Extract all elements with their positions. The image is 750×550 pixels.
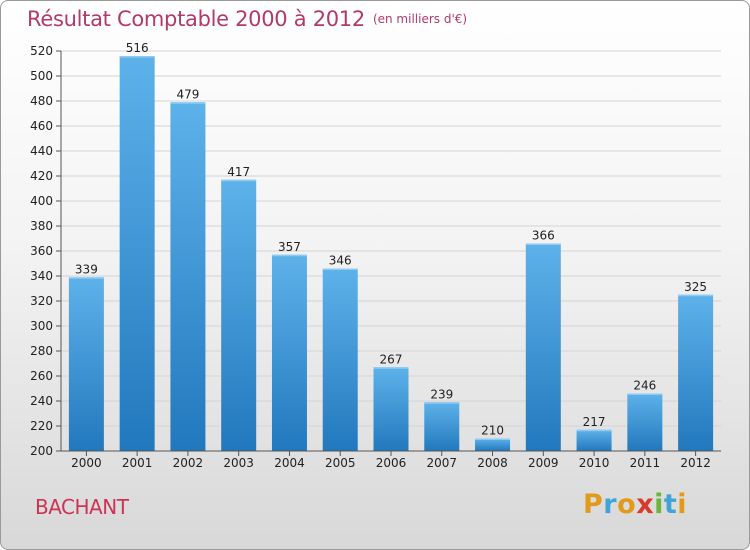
y-tick-label: 520 [30, 44, 53, 58]
logo-letter: i [677, 489, 688, 520]
bar-2000 [68, 277, 104, 451]
data-label-2002: 479 [176, 87, 199, 101]
logo-letter: x [636, 489, 655, 520]
data-label-2005: 346 [329, 254, 352, 268]
x-tick-label-2012: 2012 [680, 456, 711, 470]
data-label-2003: 417 [227, 165, 250, 179]
y-tick-label: 480 [30, 94, 53, 108]
bar-2008 [475, 438, 511, 451]
x-tick-label-2006: 2006 [376, 456, 407, 470]
chart-title-text: Résultat Comptable 2000 à 2012 [27, 7, 365, 31]
x-tick-label-2005: 2005 [325, 456, 356, 470]
logo-letter: o [617, 489, 637, 520]
data-labels: 339 516 479 417 357 346 267 239 210 366 217 246 325 [75, 41, 707, 438]
bar-top-edge [627, 393, 663, 395]
y-tick-label: 340 [30, 269, 53, 283]
logo-letter: t [663, 489, 678, 520]
bar-top-edge [119, 56, 155, 58]
x-tick-label-2009: 2009 [528, 456, 559, 470]
data-label-2007: 239 [430, 387, 453, 401]
data-label-2009: 366 [532, 229, 555, 243]
chart-unit-note: (en milliers d'€) [372, 12, 468, 26]
commune-name: BACHANT [35, 495, 129, 519]
x-tick-label-2008: 2008 [477, 456, 508, 470]
bar-2001 [119, 56, 155, 451]
bar-2004 [271, 254, 307, 451]
bar-2007 [424, 402, 460, 451]
bars [68, 56, 714, 451]
data-label-2001: 516 [126, 41, 149, 55]
bar-top-edge [525, 243, 561, 245]
bar-2011 [627, 393, 663, 451]
x-tick-label-2004: 2004 [274, 456, 305, 470]
y-tick-label: 500 [30, 69, 53, 83]
bar-top-edge [475, 438, 511, 440]
y-tick-label: 400 [30, 194, 53, 208]
y-tick-label: 440 [30, 144, 53, 158]
data-label-2006: 267 [380, 352, 403, 366]
x-tick-label-2010: 2010 [579, 456, 610, 470]
data-label-2008: 210 [481, 424, 504, 438]
data-label-2012: 325 [684, 280, 707, 294]
proxiti-logo: Proxiti [583, 489, 687, 520]
bar-top-edge [424, 402, 460, 404]
bar-top-edge [322, 268, 358, 270]
bar-top-edge [271, 254, 307, 257]
axes: 200 220 240 260 280 300 320 340 360 380 400 420 440 4… [30, 44, 721, 470]
data-label-2011: 246 [633, 379, 656, 393]
y-tick-label: 240 [30, 394, 53, 408]
bar-2003 [221, 179, 257, 451]
bar-top-edge [221, 179, 257, 182]
bar-2002 [170, 102, 206, 451]
bar-top-edge [678, 294, 714, 297]
y-tick-label: 220 [30, 419, 53, 433]
y-tick-label: 460 [30, 119, 53, 133]
y-tick-label: 300 [30, 319, 53, 333]
logo-letter: r [603, 489, 618, 520]
bar-2012 [678, 294, 714, 451]
logo-letter: P [583, 489, 604, 520]
data-label-2000: 339 [75, 262, 98, 276]
data-label-2010: 217 [583, 415, 606, 429]
chart-title: Résultat Comptable 2000 à 2012 (en millie… [27, 7, 467, 31]
y-tick-label: 360 [30, 244, 53, 258]
y-tick-label: 380 [30, 219, 53, 233]
bar-top-edge [576, 429, 612, 432]
bar-2010 [576, 429, 612, 451]
data-label-2004: 357 [278, 240, 301, 254]
bar-top-edge [68, 277, 104, 279]
bar-2005 [322, 268, 358, 451]
x-tick-label-2007: 2007 [426, 456, 457, 470]
x-tick-label-2000: 2000 [71, 456, 102, 470]
x-tick-label-2001: 2001 [122, 456, 153, 470]
bar-2009 [525, 243, 561, 451]
y-tick-label: 260 [30, 369, 53, 383]
bar-top-edge [170, 102, 206, 104]
x-tick-label-2002: 2002 [173, 456, 204, 470]
logo-letter: i [654, 489, 664, 520]
bar-2006 [373, 367, 409, 451]
y-tick-label: 320 [30, 294, 53, 308]
x-tick-label-2011: 2011 [630, 456, 661, 470]
bar-top-edge [373, 367, 409, 369]
y-tick-label: 420 [30, 169, 53, 183]
y-tick-label: 280 [30, 344, 53, 358]
y-tick-label: 200 [30, 444, 53, 458]
x-tick-label-2003: 2003 [223, 456, 254, 470]
